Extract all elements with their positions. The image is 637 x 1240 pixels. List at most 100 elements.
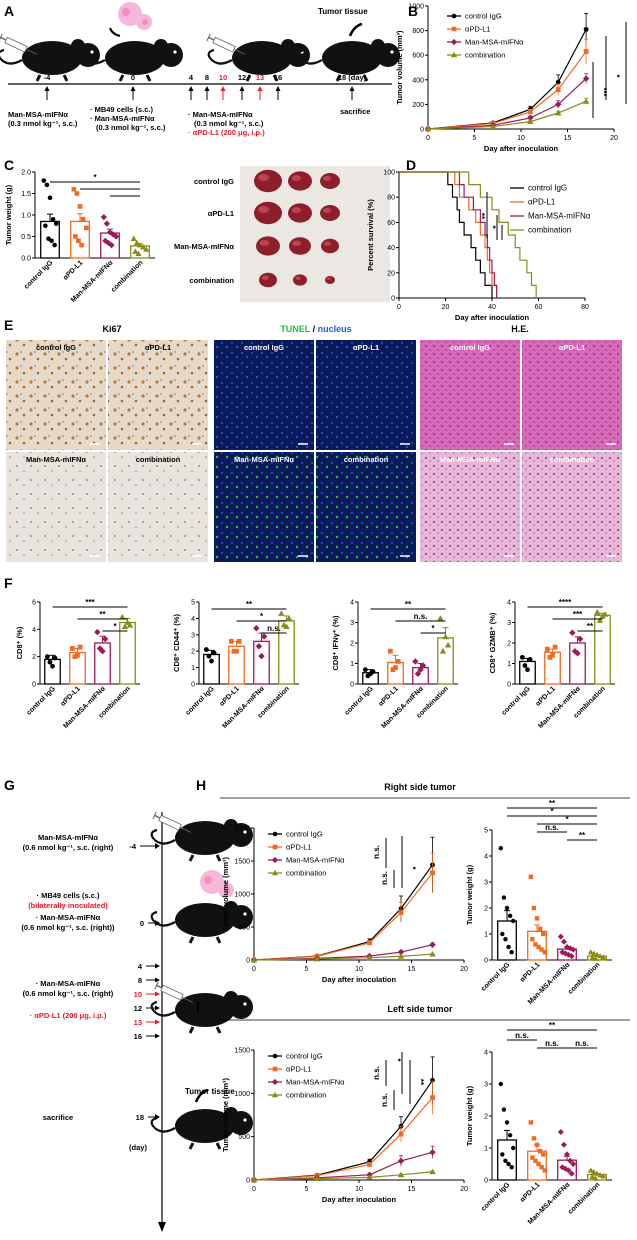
legend-label: combination (465, 51, 505, 60)
tumor-highlight (323, 176, 331, 181)
scatter-point (503, 937, 508, 942)
tumor-specimen (289, 237, 311, 255)
legend-marker (450, 51, 458, 58)
g-step2-text: (0.6 nmol kg⁻¹, s.c. (right)) (21, 923, 115, 932)
scatter-point (77, 204, 83, 209)
y-tick-label: 2 (350, 641, 354, 648)
y-tick-label: 1500 (234, 859, 250, 866)
scatter-point (501, 895, 507, 900)
data-point (555, 109, 562, 116)
scatter-point (75, 652, 80, 658)
scatter-point (52, 655, 58, 661)
data-point (582, 75, 590, 82)
tumor-specimen (254, 201, 282, 225)
panel-label-a: A (4, 3, 14, 19)
legend-label: αPD-L1 (286, 843, 312, 852)
timeline-day-label: 8 (205, 73, 209, 82)
tumor-specimen (259, 272, 277, 288)
y-tick-label: 1500 (234, 1048, 250, 1055)
scatter-point (203, 647, 209, 652)
scatter-point (601, 611, 609, 617)
tumor-highlight (326, 277, 331, 280)
scatter-point (500, 1152, 505, 1157)
category-label: control IgG (480, 961, 512, 993)
scatter-point (44, 182, 50, 188)
bar (253, 640, 270, 685)
g-timeline-day: 8 (138, 976, 142, 985)
g-step2-text: · MB49 cells (s.c.) (37, 891, 100, 900)
y-tick-label: 20 (387, 270, 395, 277)
legend-marker (272, 831, 278, 837)
scatter-point (589, 1173, 596, 1179)
legend-label: αPD-L1 (465, 25, 491, 34)
y-tick-label: 1.0 (21, 213, 31, 220)
scatter-point (108, 242, 115, 249)
tumor-specimen (320, 173, 340, 189)
y-tick-label: 0 (191, 682, 195, 689)
scatter-point (501, 1107, 507, 1112)
category-label: αPD-L1 (62, 259, 84, 281)
chart-left-volume: 0 5 10 15 20 0 500 1000 1500 Day after inoculatio… (221, 1048, 468, 1205)
y-tick-label: 4 (484, 1050, 488, 1057)
scatter-point (119, 613, 126, 620)
significance-label: n.s. (545, 823, 559, 832)
x-tick-label: 15 (408, 966, 416, 973)
tumor-tissue-label: Tumor tissue (318, 7, 368, 16)
y-tick-label: 5 (484, 828, 488, 835)
y-tick-label: 6 (32, 600, 36, 607)
scatter-point (209, 658, 214, 664)
data-point (398, 1131, 404, 1137)
panel-d: D 0 20 40 60 80 0 20 40 60 80 100 Day after inocula… (366, 157, 591, 322)
y-tick-label: 500 (238, 925, 250, 932)
g-sacrifice-text: sacrifice (43, 1113, 73, 1122)
step3-text: (0.3 nmol kg⁻¹, s.c.) (194, 119, 264, 128)
y-tick-label: 0 (420, 127, 424, 134)
bar (569, 642, 586, 685)
timeline-arrowhead (220, 86, 226, 91)
scatter-point (135, 250, 142, 256)
scatter-point (530, 1155, 535, 1160)
panel-i: I Left side tumor 0 5 10 15 20050010001500Da… (196, 999, 630, 1226)
scatter-point (412, 658, 419, 665)
scatter-point (531, 1136, 537, 1141)
data-point (367, 1162, 372, 1167)
significance-label: ** (587, 622, 594, 631)
scatter-point (71, 186, 77, 192)
y-tick-label: 4 (507, 600, 511, 607)
bar (278, 620, 295, 685)
scatter-point (568, 953, 575, 960)
scatter-point (565, 1167, 572, 1174)
category-label: Man-MSA-mIFNα (62, 685, 107, 730)
scatter-point (52, 242, 57, 248)
g-step1-text: (0.6 nmol kg⁻¹, s.c. (right) (23, 843, 114, 852)
data-point (527, 109, 533, 115)
timeline-arrowhead (349, 86, 355, 91)
y-tick-label: 400 (412, 77, 424, 84)
chart-cd8-cd44: 0 1 2 3 4 5 CD8⁺ CD44⁺ (%) control IgG αPD-L1Man… (172, 600, 299, 730)
scatter-point (80, 217, 86, 222)
legend-marker (271, 1078, 279, 1086)
legend-marker (271, 1091, 279, 1098)
tumor-specimen (325, 276, 335, 284)
tile-label: control IgG (36, 343, 76, 352)
scatter-point (234, 648, 239, 654)
y-tick-label: 600 (412, 53, 424, 60)
significance-label: * (408, 866, 417, 870)
g-timeline-day: 4 (138, 962, 143, 971)
significance-label: n.s. (267, 624, 281, 633)
timeline-arrowhead (257, 86, 263, 91)
scatter-point (547, 654, 553, 660)
significance-label: * (488, 225, 497, 229)
tumor-specimen (293, 274, 307, 286)
histology-tile (420, 340, 520, 450)
scatter-point (539, 1165, 544, 1170)
ki67-title: Ki67 (102, 324, 121, 334)
legend-label: control IgG (286, 830, 323, 839)
scatter-point (41, 178, 47, 183)
i-title: Left side tumor (387, 1004, 453, 1014)
scatter-point (73, 234, 78, 239)
step3-text: · Man-MSA-mIFNα (188, 110, 253, 119)
chart-tumor-weight: 0.0 0.5 1.0 1.5 2.0 Tumor weight (g) control I… (4, 170, 155, 304)
data-point (397, 1157, 405, 1165)
